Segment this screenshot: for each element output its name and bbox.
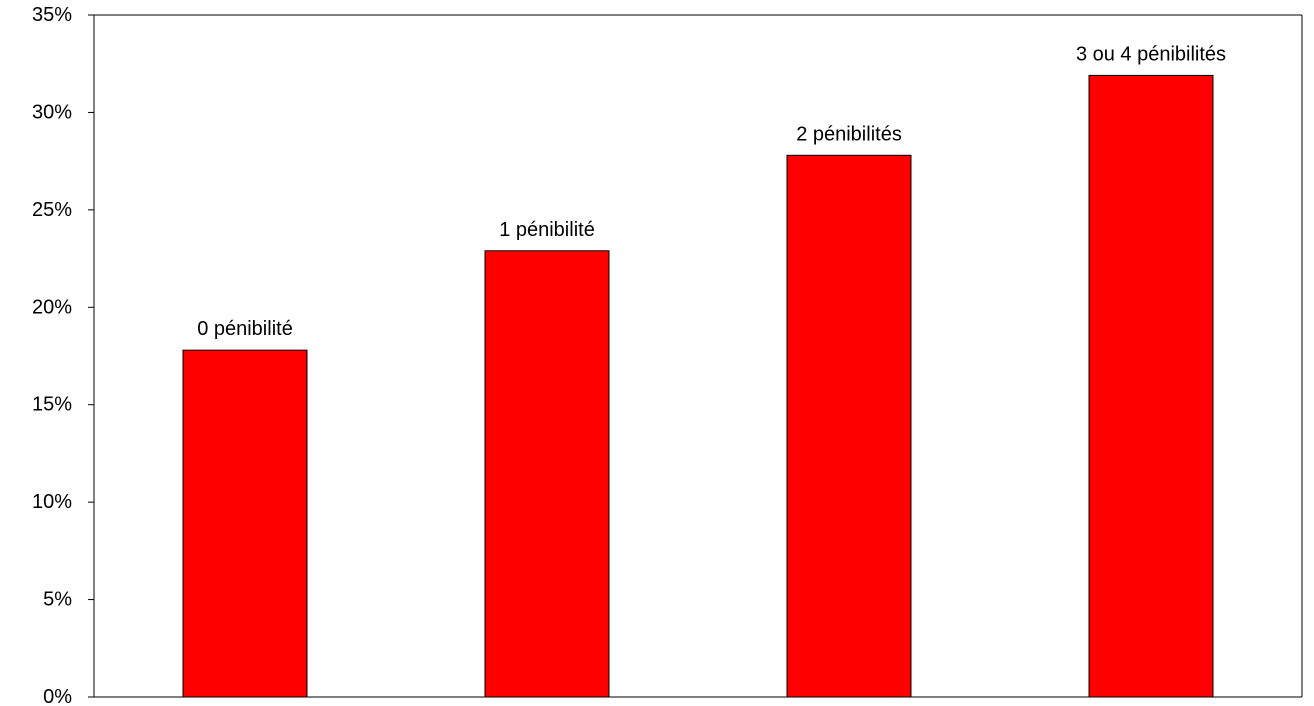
y-tick-label: 15% — [32, 394, 72, 416]
y-tick-label: 35% — [32, 4, 72, 26]
y-tick-label: 20% — [32, 296, 72, 318]
y-tick-label: 0% — [43, 686, 72, 706]
bar-labels-group: 0 pénibilité 1 pénibilité 2 pénibilités 3 o… — [197, 43, 1226, 340]
y-tick-label: 5% — [43, 589, 72, 611]
bar-data-label: 0 pénibilité — [197, 318, 293, 340]
y-tick-label: 30% — [32, 101, 72, 123]
bars-group — [182, 74, 1214, 698]
bar-data-label: 1 pénibilité — [499, 219, 595, 241]
bar — [484, 250, 610, 698]
bar-data-label: 2 pénibilités — [796, 123, 902, 145]
bar — [182, 349, 308, 698]
y-tick-label: 10% — [32, 491, 72, 513]
bar — [786, 154, 912, 698]
y-tick-label: 25% — [32, 199, 72, 221]
bar — [1088, 74, 1214, 698]
bar-data-label: 3 ou 4 pénibilités — [1076, 43, 1226, 65]
y-axis: 0% 5% 10% 15% 20% 25% 30% 35% — [32, 4, 94, 706]
